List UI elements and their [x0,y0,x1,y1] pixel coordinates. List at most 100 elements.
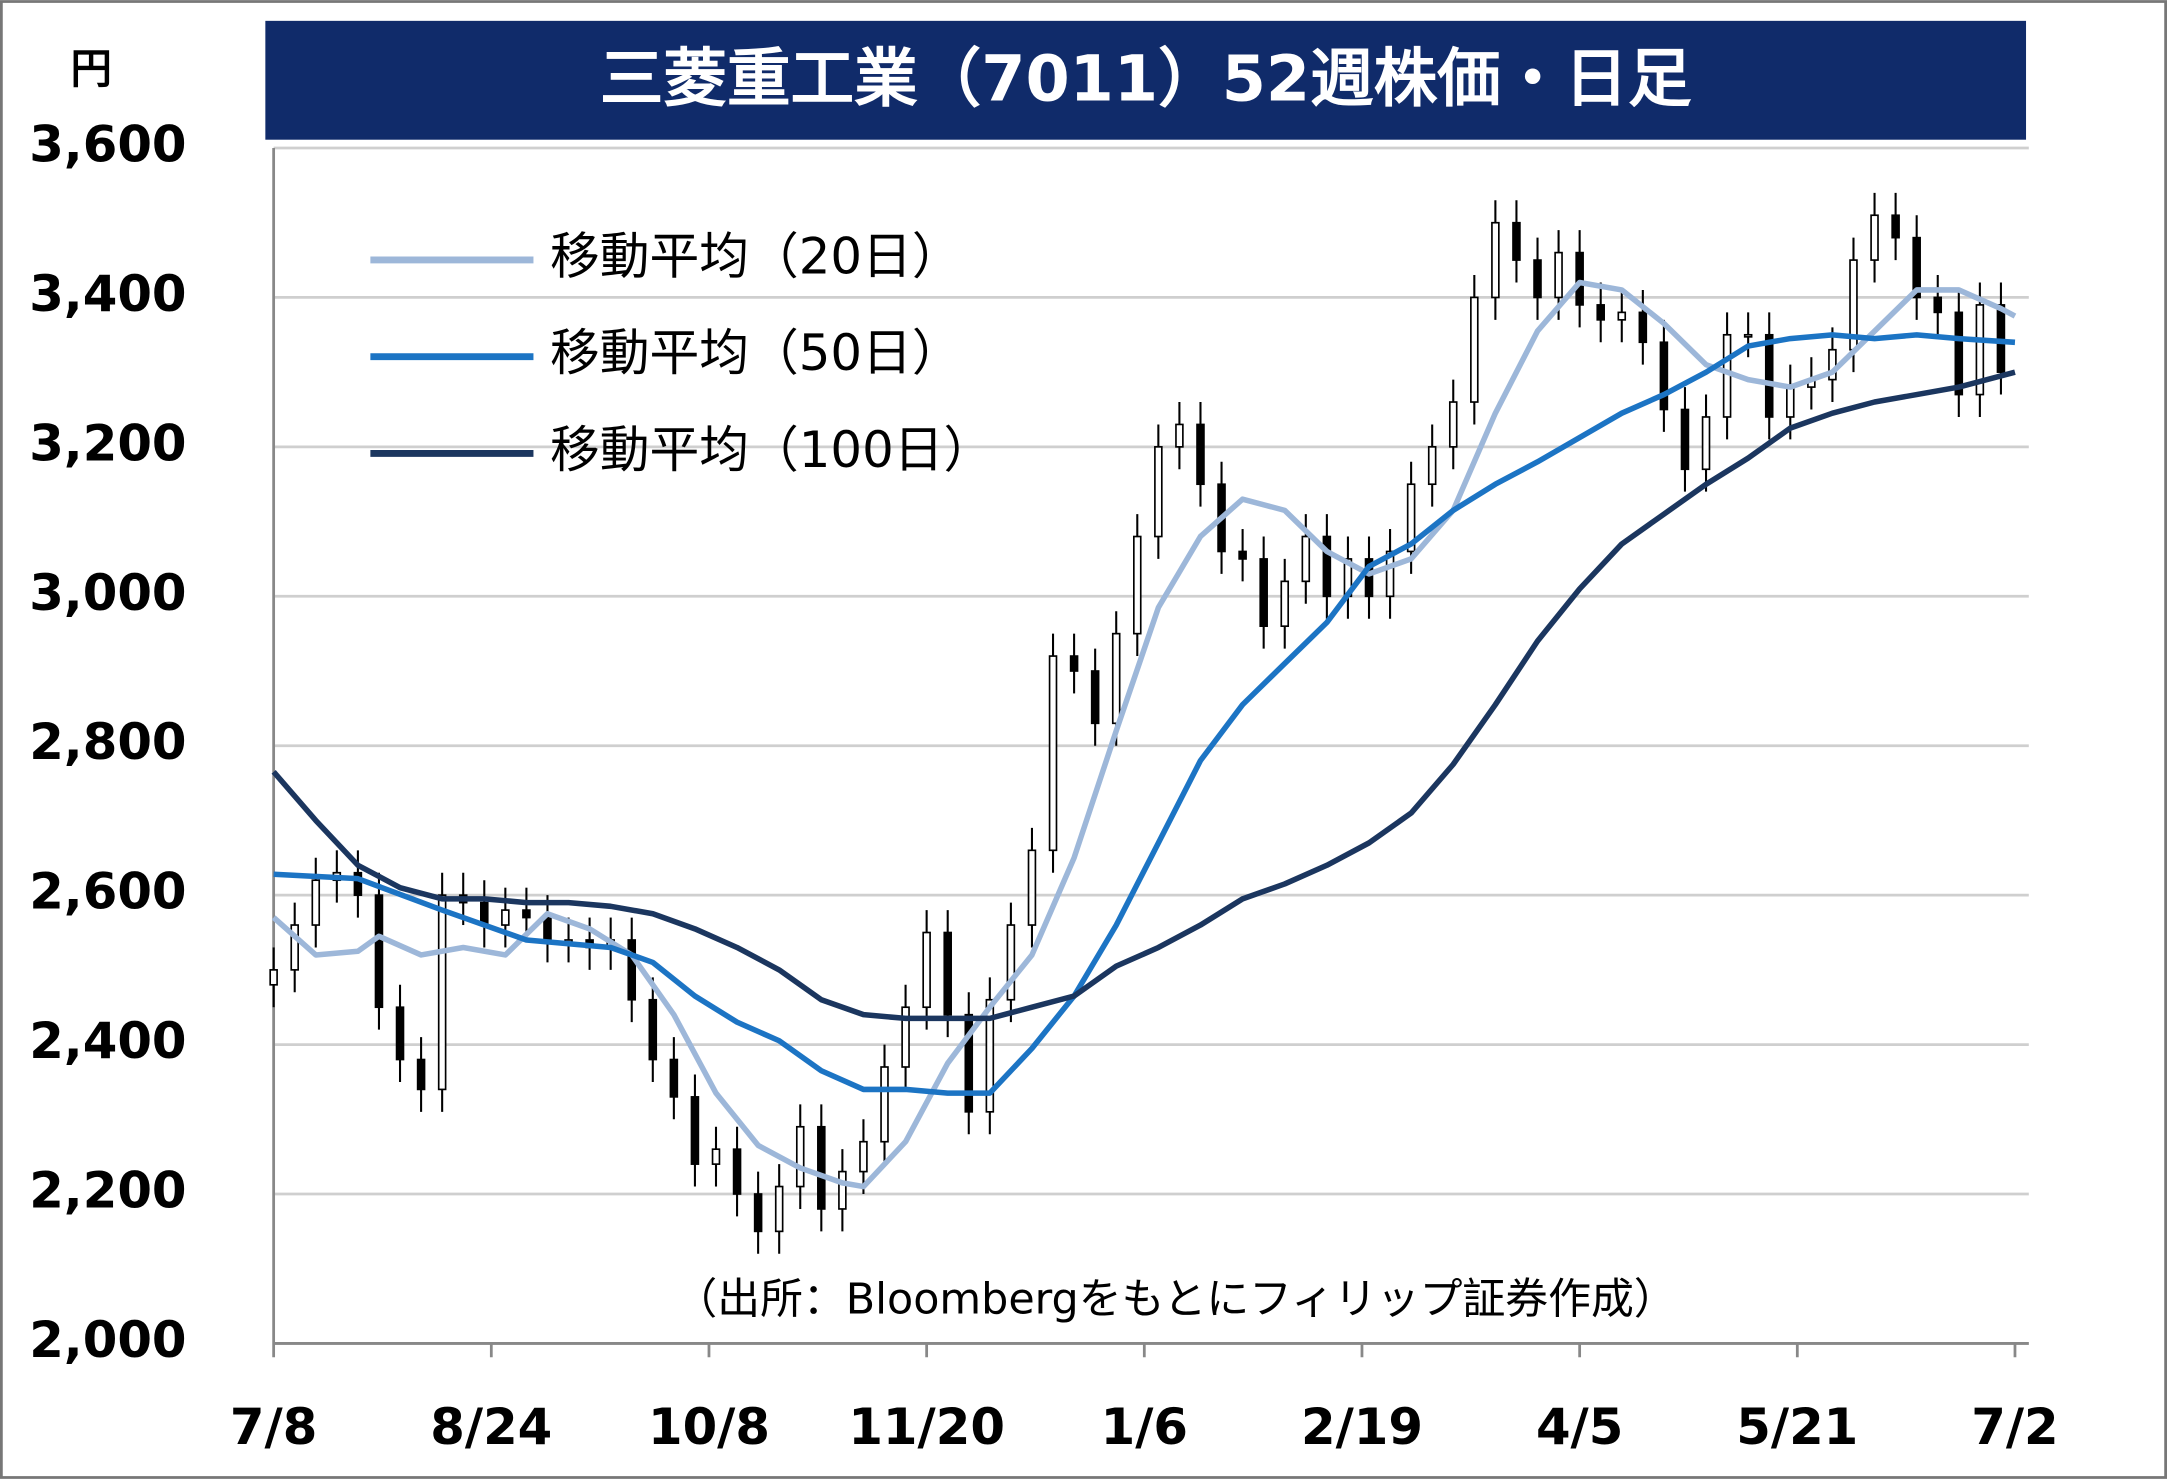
candle-body [669,1058,679,1098]
candle-body [1175,423,1184,448]
candle-body [817,1125,826,1210]
candle-body [1238,550,1247,560]
candle-body [395,1006,405,1061]
candle-body [964,1013,974,1113]
candle-body [985,998,995,1113]
y-unit: 円 [70,45,111,93]
y-tick-label: 2,400 [29,1012,186,1070]
candle-body [1891,214,1900,239]
candle-body [1933,296,1943,314]
candle-body [353,871,363,896]
candle-body [648,998,658,1061]
grid: 2,000 2,200 2,400 2,600 2,800 3,000 3,200 3,400… [29,115,2058,1456]
candle-body [1638,311,1648,344]
candle-body [269,969,278,986]
y-tick-label: 2,200 [29,1162,186,1220]
candle-body [922,931,931,1009]
candle-body [311,879,321,926]
x-tick-label: 8/24 [430,1398,552,1456]
candle-body [1659,341,1669,411]
candle-body [1448,401,1458,448]
candle-body [522,909,531,919]
x-tick-label: 4/5 [1536,1398,1623,1456]
candle-body [1512,221,1521,261]
candle-body [1364,558,1374,598]
moving-averages [271,279,2017,1190]
candle-body [1870,214,1879,261]
candle-body [774,1185,784,1233]
y-tick-label: 3,600 [29,115,186,173]
candle-body [1280,580,1290,628]
candle-body [1533,259,1542,299]
candle-body [1090,670,1100,725]
candle-body [1385,550,1395,598]
x-tick-label: 2/19 [1301,1398,1423,1456]
x-tick-label: 7/8 [230,1398,317,1456]
chart-title: 三菱重工業（7011）52週株価・日足 [600,42,1692,116]
y-tick-label: 2,600 [29,863,186,921]
candle-body [795,1125,805,1188]
candle-body [838,1170,847,1210]
candle-body [690,1096,700,1165]
candle-body [1575,251,1584,306]
candle-body [1259,558,1268,628]
candle-body [1743,333,1753,338]
legend: 移動平均（20日） 移動平均（50日） 移動平均（100日） [370,227,993,479]
candle-body [290,924,299,971]
candle-body [1786,386,1795,418]
y-tick-label: 3,000 [29,564,186,622]
x-tick-label: 1/6 [1101,1398,1188,1456]
candle-body [880,1066,889,1143]
source-note: （出所：Bloombergをもとにフィリップ証券作成） [674,1274,1676,1324]
candle-body [1301,535,1311,583]
candle-body [859,1140,868,1173]
candle-body [1680,408,1690,471]
x-tick-label: 5/21 [1736,1398,1858,1456]
legend-label: 移動平均（50日） [550,324,962,382]
candle-body [1828,348,1837,381]
candle-body [1069,655,1079,672]
candle-body [1406,483,1416,553]
y-tick-label: 2,000 [29,1311,186,1369]
candle-body [1764,333,1774,418]
candle-body [1554,251,1563,299]
candle-body [543,916,552,941]
legend-label: 移動平均（100日） [550,421,993,479]
candle-body [1322,535,1332,598]
candles [269,192,2006,1254]
y-tick-label: 3,200 [29,414,186,472]
candle-body [1427,446,1437,486]
candle-body [753,1193,763,1233]
candle-body [1975,304,1985,396]
candle-body [1154,446,1163,538]
y-tick-label: 3,400 [29,265,186,323]
candle-body [627,939,637,1001]
title-box [265,20,2027,140]
candle-body [1954,311,1964,396]
ma-line [273,332,2016,1096]
candle-body [416,1058,426,1091]
x-tick-label: 11/20 [848,1398,1005,1456]
y-tick-label: 2,800 [29,713,186,771]
candle-body [1470,296,1479,403]
candle-body [1133,535,1142,635]
legend-label: 移動平均（20日） [550,227,962,285]
candle-body [732,1148,742,1195]
candle-body [1006,924,1016,1001]
candle-body [1491,221,1500,299]
candle-body [1701,416,1711,471]
ma-line [271,369,2016,1022]
candle-body [901,1006,910,1068]
candle-body [501,909,510,926]
candle-body [1196,423,1205,486]
candle-body [1027,849,1037,926]
candle-body [1912,236,1921,299]
x-tick-label: 10/8 [648,1398,770,1456]
candle-body [943,931,952,1016]
candle-body [1111,632,1121,725]
candle-body [1617,311,1627,321]
ma-line [271,279,2017,1190]
